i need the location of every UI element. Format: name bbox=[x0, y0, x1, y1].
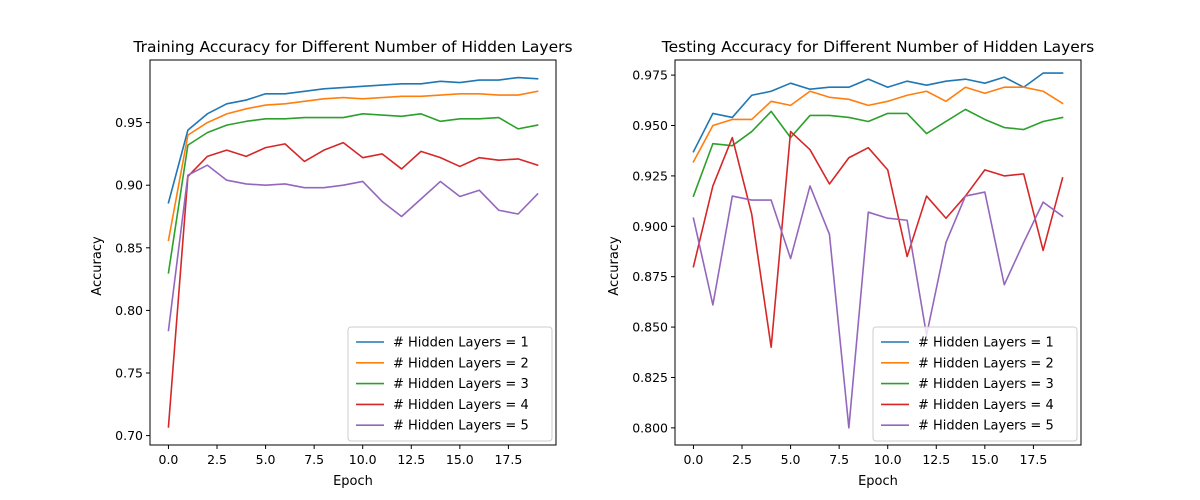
x-tick-label: 0.0 bbox=[684, 452, 704, 467]
series-line-5 bbox=[692, 185, 1064, 429]
x-tick-label: 10.0 bbox=[874, 452, 902, 467]
chart-title: Testing Accuracy for Different Number of… bbox=[661, 38, 1094, 56]
x-tick-label: 5.0 bbox=[256, 452, 276, 467]
plot-frame bbox=[674, 59, 1082, 446]
x-axis-label: Epoch bbox=[858, 474, 898, 489]
legend-label: # Hidden Layers = 2 bbox=[393, 356, 529, 371]
series-lines bbox=[167, 76, 539, 428]
y-tick-label: 0.95 bbox=[115, 115, 143, 130]
x-tick-label: 12.5 bbox=[922, 452, 950, 467]
x-tick-label: 15.0 bbox=[971, 452, 999, 467]
legend-label: # Hidden Layers = 5 bbox=[918, 419, 1054, 434]
x-tick-label: 12.5 bbox=[397, 452, 425, 467]
y-tick-label: 0.975 bbox=[632, 68, 668, 83]
x-tick-label: 2.5 bbox=[732, 452, 752, 467]
training-accuracy-chart: Training Accuracy for Different Number o… bbox=[90, 38, 573, 489]
y-tick-label: 0.875 bbox=[632, 269, 668, 284]
series-line-4 bbox=[167, 141, 539, 428]
x-tick-label: 17.5 bbox=[494, 452, 522, 467]
x-tick-label: 7.5 bbox=[304, 452, 324, 467]
legend-label: # Hidden Layers = 4 bbox=[918, 398, 1054, 413]
x-tick-label: 17.5 bbox=[1019, 452, 1047, 467]
y-tick-label: 0.950 bbox=[632, 118, 668, 133]
legend-label: # Hidden Layers = 1 bbox=[918, 336, 1054, 351]
x-tick-label: 0.0 bbox=[159, 452, 179, 467]
y-tick-label: 0.825 bbox=[632, 370, 668, 385]
y-tick-label: 0.850 bbox=[632, 320, 668, 335]
x-tick-label: 15.0 bbox=[446, 452, 474, 467]
y-tick-label: 0.75 bbox=[115, 366, 143, 381]
series-line-1 bbox=[167, 76, 539, 204]
legend-label: # Hidden Layers = 3 bbox=[393, 377, 529, 392]
legend: # Hidden Layers = 1 # Hidden Layers = 2 # … bbox=[872, 326, 1078, 442]
series-line-4 bbox=[692, 130, 1064, 349]
x-tick-label: 10.0 bbox=[349, 452, 377, 467]
series-line-2 bbox=[167, 90, 539, 242]
legend-label: # Hidden Layers = 3 bbox=[918, 377, 1054, 392]
series-line-1 bbox=[692, 72, 1064, 153]
y-axis-label: Accuracy bbox=[90, 236, 105, 296]
plot-frame bbox=[149, 59, 557, 446]
y-tick-label: 0.900 bbox=[632, 219, 668, 234]
series-line-5 bbox=[167, 164, 539, 332]
series-line-2 bbox=[692, 86, 1064, 163]
y-tick-label: 0.800 bbox=[632, 420, 668, 435]
legend-label: # Hidden Layers = 2 bbox=[918, 356, 1054, 371]
y-tick-label: 0.90 bbox=[115, 178, 143, 193]
legend-box bbox=[872, 326, 1078, 442]
y-tick-label: 0.85 bbox=[115, 240, 143, 255]
x-axis-label: Epoch bbox=[333, 474, 373, 489]
y-tick-label: 0.80 bbox=[115, 303, 143, 318]
legend-label: # Hidden Layers = 4 bbox=[393, 398, 529, 413]
y-axis-label: Accuracy bbox=[607, 236, 622, 296]
x-tick-label: 5.0 bbox=[781, 452, 801, 467]
legend-label: # Hidden Layers = 5 bbox=[393, 419, 529, 434]
series-line-3 bbox=[692, 108, 1064, 198]
legend-box bbox=[347, 326, 553, 442]
chart-title: Training Accuracy for Different Number o… bbox=[132, 38, 572, 56]
legend-label: # Hidden Layers = 1 bbox=[393, 336, 529, 351]
testing-accuracy-chart: Testing Accuracy for Different Number of… bbox=[607, 38, 1094, 489]
series-line-3 bbox=[167, 113, 539, 274]
x-tick-label: 7.5 bbox=[829, 452, 849, 467]
y-tick-label: 0.70 bbox=[115, 428, 143, 443]
x-tick-label: 2.5 bbox=[207, 452, 227, 467]
legend: # Hidden Layers = 1 # Hidden Layers = 2 # … bbox=[347, 326, 553, 442]
y-tick-label: 0.925 bbox=[632, 168, 668, 183]
series-lines bbox=[692, 72, 1064, 429]
